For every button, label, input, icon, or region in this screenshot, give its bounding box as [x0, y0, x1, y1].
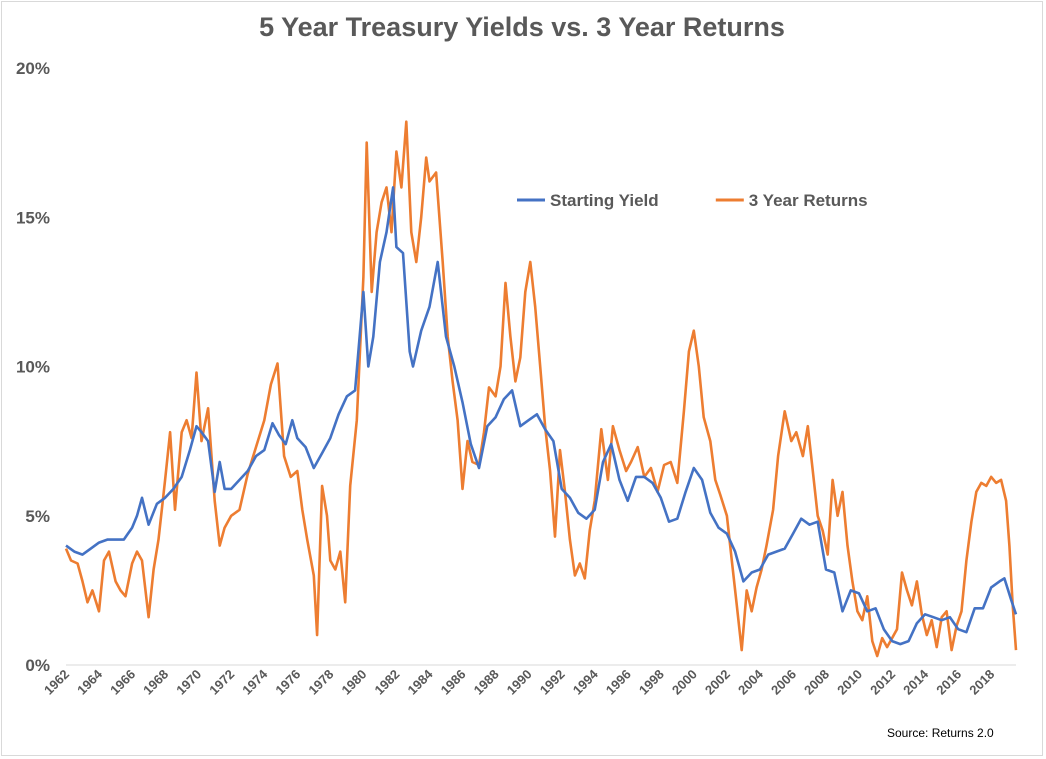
legend-label: 3 Year Returns — [749, 191, 868, 210]
x-tick-label: 1974 — [239, 666, 271, 698]
source-note: Source: Returns 2.0 — [887, 726, 994, 740]
legend: Starting Yield 3 Year Returns — [517, 191, 868, 210]
x-tick-label: 2006 — [768, 667, 799, 698]
y-tick-label: 0% — [25, 656, 50, 675]
x-tick-label: 2012 — [867, 667, 898, 698]
x-tick-label: 2016 — [933, 667, 964, 698]
x-tick-label: 2008 — [801, 667, 832, 698]
y-tick-label: 15% — [16, 208, 50, 227]
x-tick-label: 1964 — [74, 666, 106, 698]
chart-title: 5 Year Treasury Yields vs. 3 Year Return… — [259, 12, 785, 42]
x-tick-label: 2010 — [834, 667, 865, 698]
y-axis-ticks: 0% 5% 10% 15% 20% — [16, 59, 50, 675]
series-line-3-year-returns — [64, 120, 1018, 658]
x-tick-label: 1976 — [272, 667, 303, 698]
legend-label: Starting Yield — [550, 191, 659, 210]
x-tick-label: 1994 — [570, 666, 602, 698]
series-lines — [64, 120, 1018, 658]
y-tick-label: 20% — [16, 59, 50, 78]
x-tick-label: 1982 — [371, 667, 402, 698]
x-tick-label: 1978 — [305, 667, 336, 698]
series-line-starting-yield — [65, 186, 1018, 646]
x-tick-label: 2018 — [966, 667, 997, 698]
x-tick-label: 2000 — [669, 667, 700, 698]
x-tick-label: 2002 — [702, 667, 733, 698]
y-tick-label: 10% — [16, 358, 50, 377]
x-tick-label: 1996 — [603, 667, 634, 698]
x-tick-label: 1986 — [438, 667, 469, 698]
x-tick-label: 1970 — [173, 667, 204, 698]
x-tick-label: 1990 — [504, 667, 535, 698]
x-tick-label: 1998 — [636, 667, 667, 698]
x-tick-label: 1988 — [471, 667, 502, 698]
x-tick-label: 1968 — [140, 667, 171, 698]
x-axis-ticks: 1962 1964 1966 1968 1970 1972 1974 1976 1978 1980… — [41, 666, 997, 698]
y-tick-label: 5% — [25, 507, 50, 526]
x-tick-label: 1992 — [537, 667, 568, 698]
x-tick-label: 1972 — [206, 667, 237, 698]
x-tick-label: 2014 — [900, 666, 932, 698]
x-tick-label: 1966 — [107, 667, 138, 698]
x-tick-label: 2004 — [735, 666, 767, 698]
x-tick-label: 1980 — [338, 667, 369, 698]
x-tick-label: 1984 — [405, 666, 437, 698]
